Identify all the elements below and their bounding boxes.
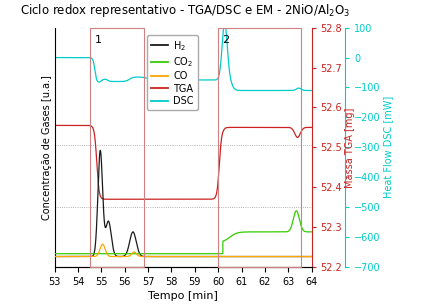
X-axis label: Tempo [min]: Tempo [min]: [148, 291, 218, 301]
Bar: [90, 28, 144, 267]
Text: Ciclo redox representativo - TGA/DSC e EM - 2NiO/Al$_2$O$_3$: Ciclo redox representativo - TGA/DSC e E…: [20, 2, 350, 18]
Text: 1: 1: [94, 35, 101, 45]
Text: 2: 2: [222, 35, 229, 45]
Legend: H$_2$, CO$_2$, CO, TGA, DSC: H$_2$, CO$_2$, CO, TGA, DSC: [147, 35, 197, 110]
Y-axis label: Concentração de Gases [u.a.]: Concentração de Gases [u.a.]: [42, 75, 52, 220]
Y-axis label: Heat Flow DSC [mW]: Heat Flow DSC [mW]: [384, 96, 393, 199]
Y-axis label: Massa TGA [mg]: Massa TGA [mg]: [345, 107, 355, 188]
Bar: [218, 28, 301, 267]
